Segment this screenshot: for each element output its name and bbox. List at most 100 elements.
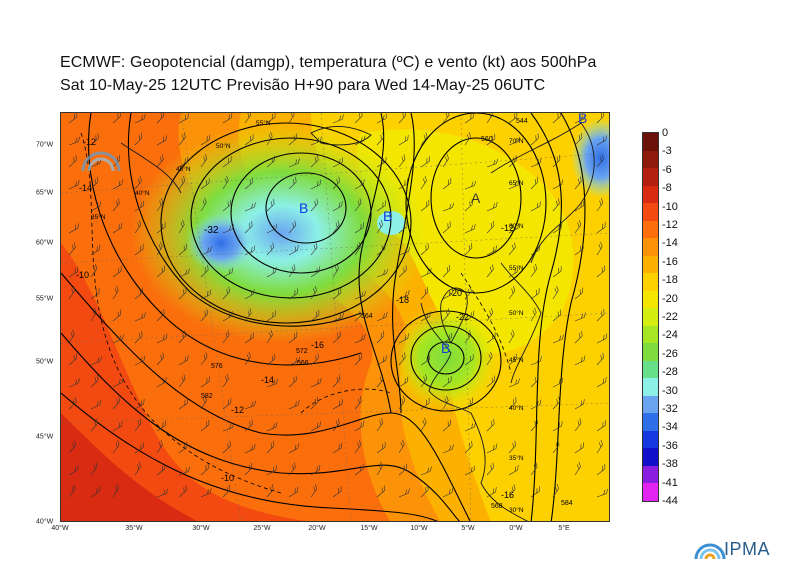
wind-barb xyxy=(442,376,452,388)
wind-barb xyxy=(376,268,389,278)
wind-barb xyxy=(112,377,124,388)
wind-barb xyxy=(156,241,163,256)
wind-barb xyxy=(288,331,298,344)
wind-barb xyxy=(332,114,344,124)
geopotential-contours xyxy=(61,113,586,521)
wind-barb xyxy=(508,397,517,410)
colorbar-tick-label: -38 xyxy=(662,458,678,471)
wind-barb xyxy=(200,463,209,476)
wind-barb xyxy=(156,135,167,146)
colorbar-swatch xyxy=(643,325,658,344)
colorbar-swatch xyxy=(643,360,658,379)
wind-barb xyxy=(442,153,449,168)
wind-barb xyxy=(178,132,186,146)
wind-barb xyxy=(134,244,144,256)
colorbar-swatch xyxy=(643,465,658,484)
wind-barb xyxy=(288,264,296,278)
wind-barb xyxy=(222,175,229,190)
wind-barb xyxy=(134,355,146,366)
wind-barb xyxy=(156,265,165,278)
lon-label: 0°W xyxy=(509,525,523,532)
wind-barb xyxy=(178,466,191,476)
wind-barb xyxy=(222,422,235,432)
wind-barb xyxy=(266,155,275,168)
colorbar-tick-label: -32 xyxy=(662,403,678,415)
wind-barb xyxy=(332,374,341,388)
colorbar-swatch xyxy=(643,378,658,396)
lon-label: 40°W xyxy=(51,525,69,532)
wind-barb xyxy=(310,136,322,146)
wind-barb xyxy=(596,222,606,234)
wind-barb xyxy=(68,136,81,146)
wind-barb xyxy=(486,220,495,234)
wind-barb xyxy=(90,418,98,432)
wind-barb xyxy=(134,220,142,234)
wind-barb xyxy=(156,439,163,454)
wind-barb xyxy=(134,442,144,454)
wind-barb xyxy=(156,333,168,344)
wind-barb xyxy=(398,178,408,190)
colorbar-swatch xyxy=(643,238,658,256)
wind-barb xyxy=(112,222,123,234)
lon-label: 30°W xyxy=(192,525,210,532)
colorbar-tick-label: -8 xyxy=(662,182,672,195)
wind-barb xyxy=(200,289,212,300)
isotherm-label: -20 xyxy=(449,288,462,298)
wind-barb xyxy=(508,465,519,476)
wind-barb xyxy=(486,443,498,454)
wind-barb xyxy=(442,221,451,234)
wind-barb xyxy=(134,132,143,146)
lon-label: 5°W xyxy=(461,525,475,532)
map-canvas: B B A B B -12 -14 -10 -32 -20 -18 -22 -1… xyxy=(61,113,609,521)
wind-barb xyxy=(398,333,409,344)
colorbar-tick-label: -34 xyxy=(662,421,678,434)
colorbar-tick-label: -30 xyxy=(662,384,678,397)
wind-barb xyxy=(596,377,607,388)
wind-barb xyxy=(90,375,99,388)
wind-barb xyxy=(266,465,277,476)
wind-barb xyxy=(398,376,409,388)
wind-barb xyxy=(244,113,252,124)
colorbar-swatch xyxy=(643,413,658,431)
graticule-label: 40°N xyxy=(135,189,150,197)
wind-barb xyxy=(156,488,169,498)
colorbar-swatch xyxy=(643,273,658,291)
graticule-label: 70°N xyxy=(509,137,524,145)
wind-barb xyxy=(464,422,476,432)
wind-barb xyxy=(398,265,407,278)
wind-barb xyxy=(288,486,299,498)
graticule-label: 35°N xyxy=(509,454,524,462)
wind-barb xyxy=(420,132,428,146)
wind-barb xyxy=(68,223,79,234)
wind-barb xyxy=(354,440,362,454)
wind-barb xyxy=(354,309,363,322)
colorbar-swatch xyxy=(643,203,658,221)
wind-barb xyxy=(574,176,582,190)
wind-barb xyxy=(200,154,208,168)
wind-barb xyxy=(376,418,384,432)
colorbar-tick-label: -44 xyxy=(662,495,678,507)
wind-barb xyxy=(574,312,586,322)
wind-barb xyxy=(244,308,252,322)
wind-barb xyxy=(266,310,276,322)
isotherm-label: -14 xyxy=(79,183,92,193)
wind-barb xyxy=(178,441,188,454)
wind-barb xyxy=(530,399,542,410)
wind-barb xyxy=(68,397,77,410)
isotherm-label: -18 xyxy=(396,295,409,305)
wind-barb xyxy=(112,309,121,322)
wind-barb xyxy=(222,373,229,388)
wind-barb xyxy=(574,355,586,366)
wind-barb xyxy=(486,158,499,168)
wind-barb xyxy=(222,224,234,234)
graticule-label: 65°N xyxy=(509,179,524,187)
wind-barb xyxy=(310,242,318,256)
wind-barb xyxy=(398,154,406,168)
wind-barb xyxy=(222,441,231,454)
wind-barb xyxy=(464,113,474,124)
lon-label: 15°W xyxy=(360,525,378,532)
wind-barb xyxy=(464,286,472,300)
wind-barb xyxy=(420,466,432,476)
wind-barb xyxy=(574,220,582,234)
wind-barb xyxy=(530,133,539,146)
